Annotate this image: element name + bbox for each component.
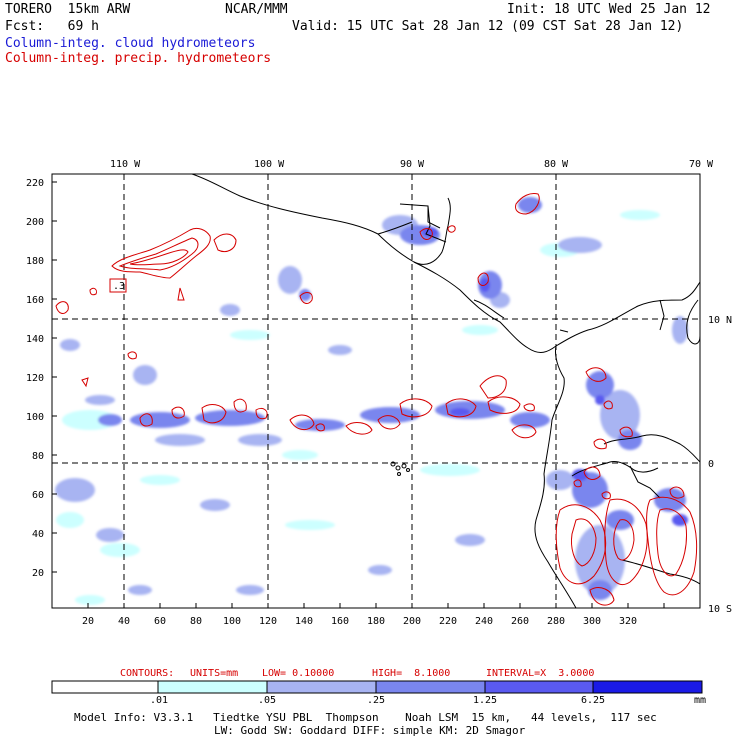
forecast-hour: Fcst: 69 h xyxy=(5,19,99,34)
colorbar-swatch xyxy=(267,681,376,693)
colorbar-label: .05 xyxy=(258,695,277,706)
frame-ticks xyxy=(52,181,665,608)
x-tick-label: 120 xyxy=(259,616,277,627)
colorbar-label: .25 xyxy=(367,695,386,706)
colorbar-units: mm xyxy=(694,695,707,706)
legend-cloud: Column-integ. cloud hydrometeors xyxy=(5,36,256,51)
x-tick-label: 220 xyxy=(439,616,457,627)
y-tick-label: 120 xyxy=(26,373,44,384)
lon-label: 100 W xyxy=(254,159,285,170)
colorbar xyxy=(51,680,703,694)
colorbar-swatch xyxy=(593,681,702,693)
y-tick-label: 160 xyxy=(26,295,44,306)
precip-contours xyxy=(55,193,698,606)
y-tick-label: 180 xyxy=(26,256,44,267)
x-tick-label: 280 xyxy=(547,616,565,627)
x-tick-label: 140 xyxy=(295,616,313,627)
coastlines xyxy=(191,174,700,608)
x-tick-label: 260 xyxy=(511,616,529,627)
x-tick-label: 60 xyxy=(154,616,166,627)
physics-info: LW: Godd SW: Goddard DIFF: simple KM: 2D… xyxy=(214,724,526,737)
org-label: NCAR/MMM xyxy=(225,2,288,17)
colorbar-label: 6.25 xyxy=(581,695,606,706)
valid-time: Valid: 15 UTC Sat 28 Jan 12 (09 CST Sat … xyxy=(292,19,684,34)
cloud-shading xyxy=(55,197,688,605)
lat-label: 10 S xyxy=(708,604,732,615)
y-tick-label: 60 xyxy=(32,490,44,501)
colorbar-swatch xyxy=(158,681,267,693)
x-tick-label: 300 xyxy=(583,616,601,627)
galapagos-islands xyxy=(390,461,410,476)
lon-label: 110 W xyxy=(110,159,141,170)
model-title: TORERO 15km ARW xyxy=(5,2,131,17)
x-tick-label: 180 xyxy=(367,616,385,627)
y-tick-label: 80 xyxy=(32,451,44,462)
y-tick-label: 140 xyxy=(26,334,44,345)
contours-label: CONTOURS: xyxy=(120,668,175,679)
contour-label-box xyxy=(109,278,127,293)
contours-high: HIGH= 8.1000 xyxy=(372,668,451,679)
contour-inline-label: .3 xyxy=(113,281,125,292)
x-tick-label: 80 xyxy=(190,616,202,627)
lon-label: 80 W xyxy=(544,159,569,170)
x-tick-label: 160 xyxy=(331,616,349,627)
colorbar-swatch xyxy=(52,681,158,693)
lon-label: 70 W xyxy=(689,159,714,170)
y-tick-label: 100 xyxy=(26,412,44,423)
lat-label: 0 xyxy=(708,459,714,470)
y-tick-labels: 20 40 60 80 100 120 140 160 180 200 220 xyxy=(26,178,44,579)
contours-units: UNITS=mm xyxy=(190,668,239,679)
y-tick-label: 20 xyxy=(32,568,44,579)
contours-low: LOW= 0.10000 xyxy=(262,668,335,679)
y-tick-label: 220 xyxy=(26,178,44,189)
x-tick-label: 200 xyxy=(403,616,421,627)
x-tick-label: 320 xyxy=(619,616,637,627)
init-time: Init: 18 UTC Wed 25 Jan 12 xyxy=(507,2,711,17)
x-tick-label: 20 xyxy=(82,616,94,627)
colorbar-swatch xyxy=(485,681,593,693)
x-tick-label: 240 xyxy=(475,616,493,627)
x-tick-labels: 20 40 60 80 100 120 140 160 180 200 220 … xyxy=(82,616,637,627)
y-tick-label: 40 xyxy=(32,529,44,540)
x-tick-label: 40 xyxy=(118,616,130,627)
map-plot-area: .3 xyxy=(52,174,700,608)
colorbar-swatch xyxy=(376,681,485,693)
colorbar-label: 1.25 xyxy=(473,695,498,706)
lat-label: 10 N xyxy=(708,315,732,326)
colorbar-label: .01 xyxy=(150,695,169,706)
contours-interval: INTERVAL=X 3.0000 xyxy=(486,668,595,679)
legend-precip: Column-integ. precip. hydrometeors xyxy=(5,51,272,66)
longitude-labels: 110 W 100 W 90 W 80 W 70 W xyxy=(110,159,714,170)
model-info: Model Info: V3.3.1 Tiedtke YSU PBL Thomp… xyxy=(74,711,657,724)
lon-label: 90 W xyxy=(400,159,425,170)
y-tick-label: 200 xyxy=(26,217,44,228)
latitude-labels: 10 N 0 10 S xyxy=(708,315,732,615)
x-tick-label: 100 xyxy=(223,616,241,627)
